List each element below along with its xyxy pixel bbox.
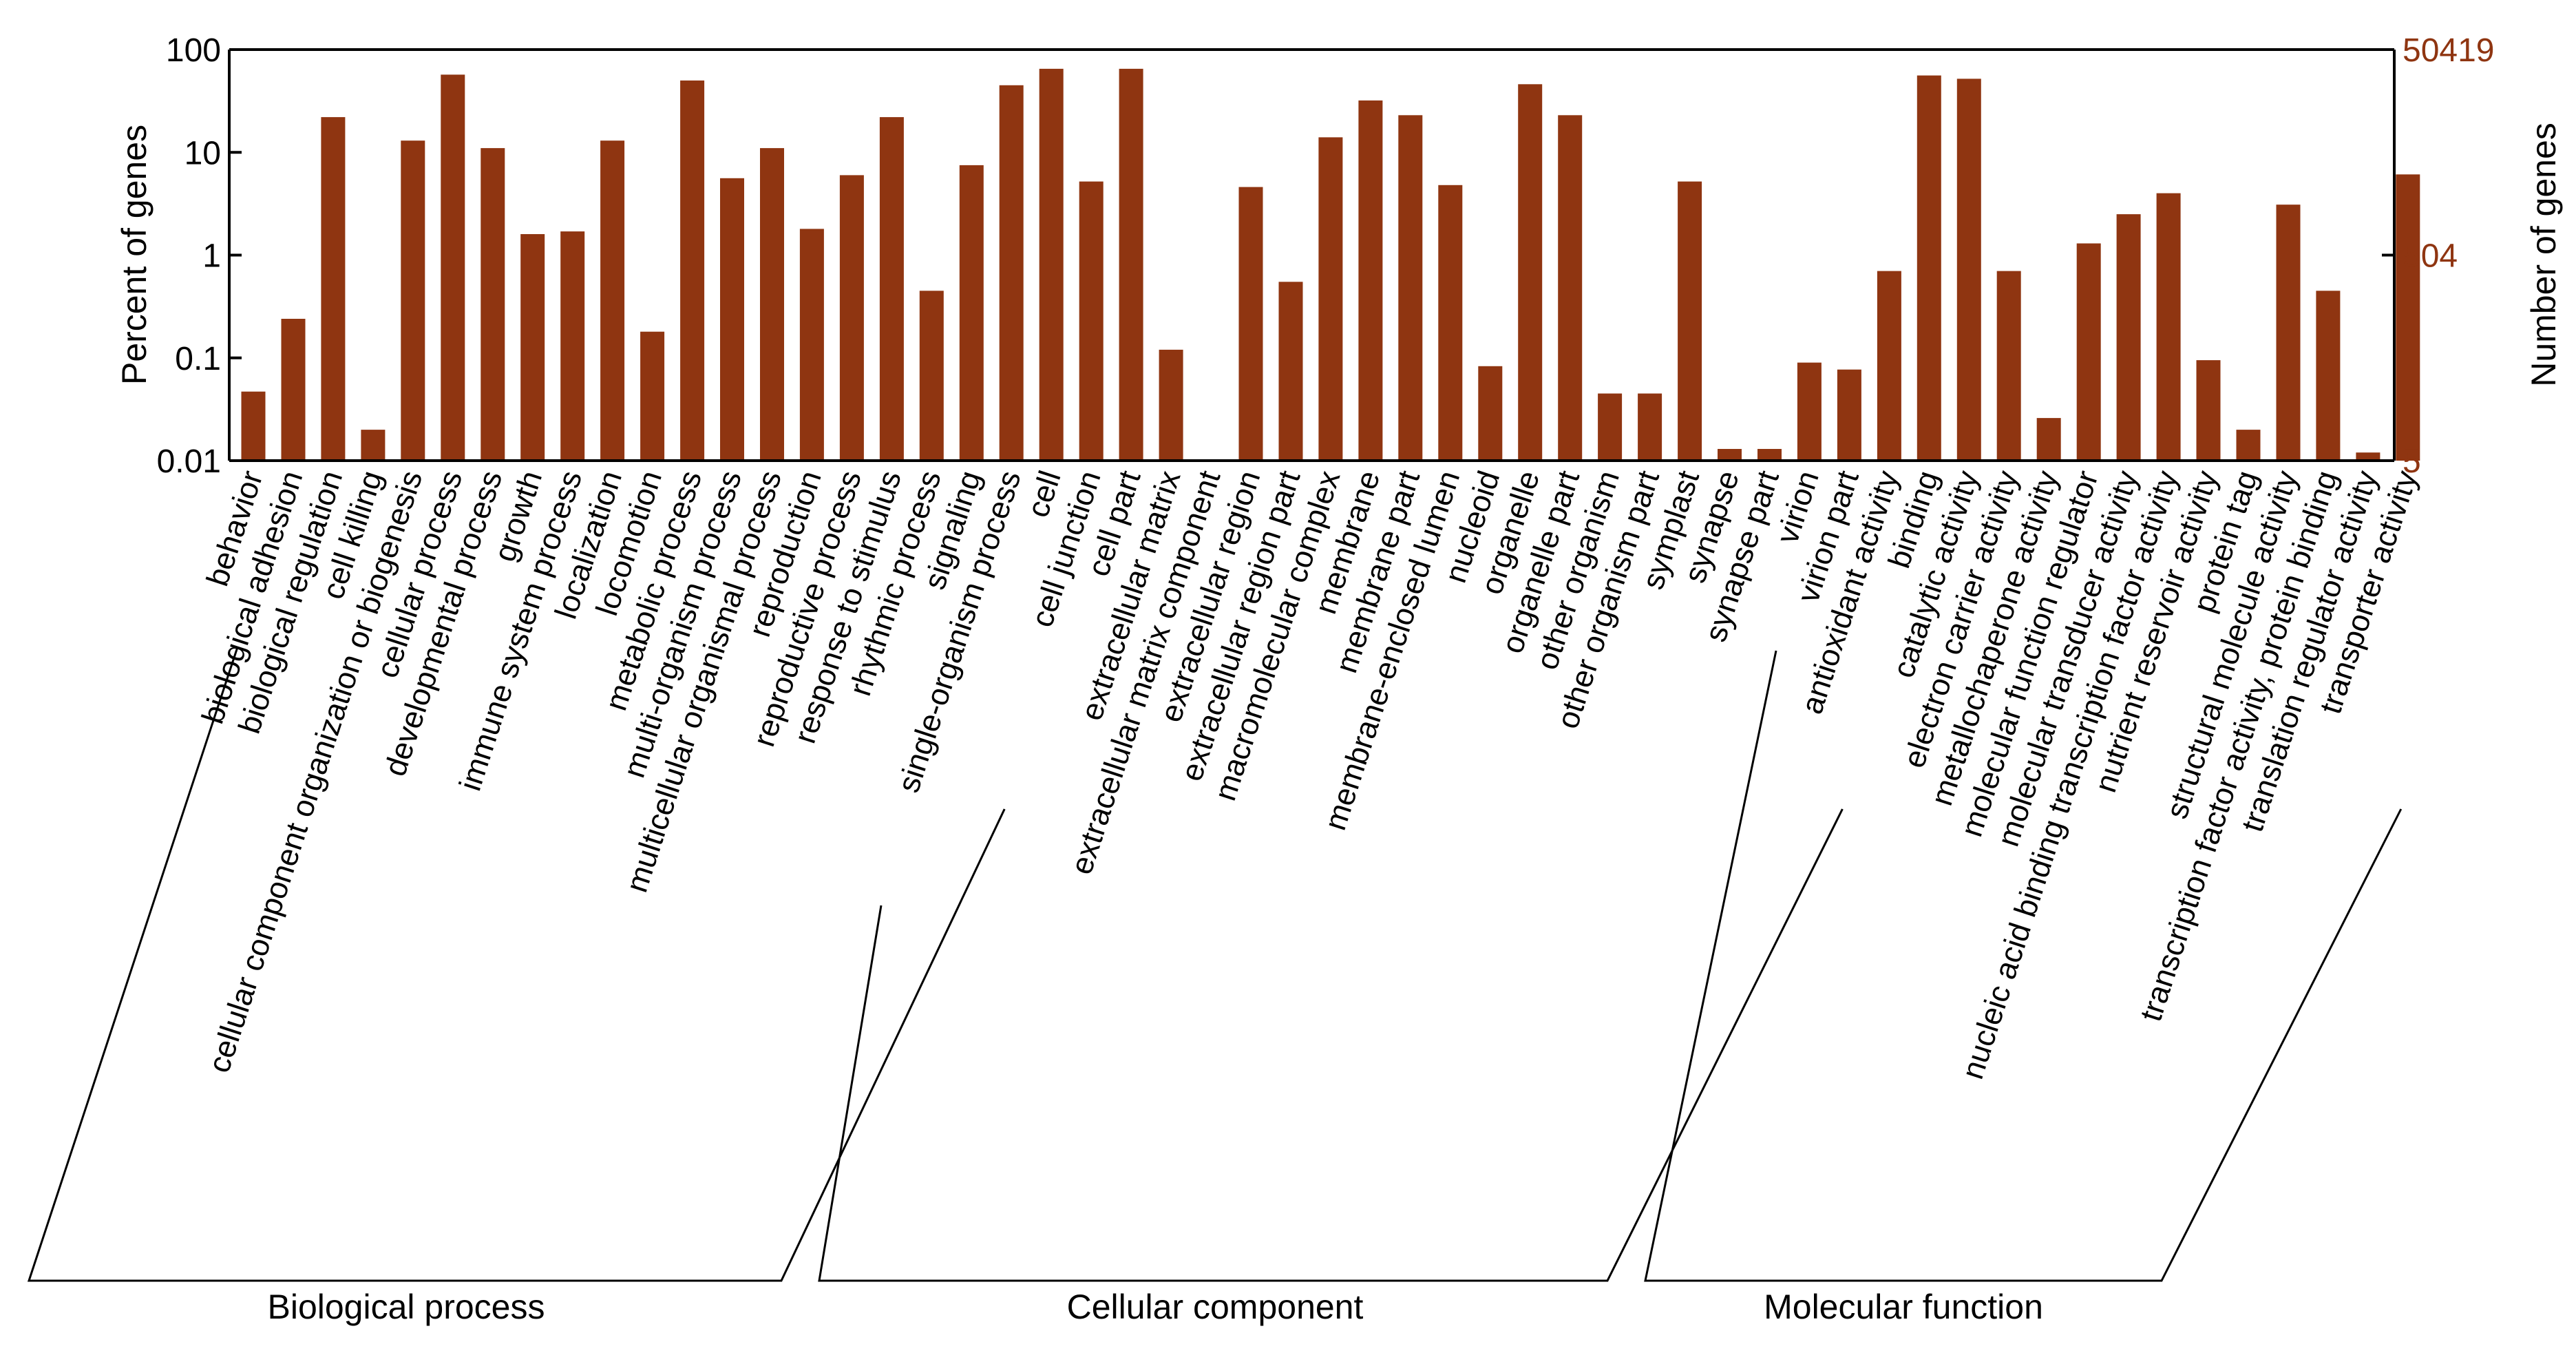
group-label: Cellular component	[1067, 1288, 1364, 1326]
bar	[361, 430, 386, 461]
bar	[1159, 349, 1183, 461]
bar	[1238, 187, 1263, 461]
bar	[1797, 362, 1822, 461]
bar	[2356, 452, 2380, 461]
group-bracket	[27, 647, 1006, 1282]
bar	[2236, 430, 2261, 461]
bar	[520, 234, 545, 461]
right-axis-ticks: 50419 504 5	[2382, 32, 2494, 480]
bar	[1358, 100, 1383, 461]
bar	[799, 229, 824, 461]
left-axis-title: Percent of genes	[115, 125, 154, 385]
left-tick-label: 10	[184, 135, 221, 171]
bar	[481, 148, 505, 461]
bar	[1917, 75, 1941, 461]
bar	[2156, 193, 2181, 461]
bar	[1478, 366, 1503, 461]
bar	[1718, 449, 1742, 461]
bar	[401, 140, 425, 461]
bar	[560, 231, 585, 461]
bar	[1638, 393, 1662, 461]
right-tick-label: 50419	[2403, 32, 2494, 69]
bar	[2276, 204, 2301, 461]
bar	[321, 117, 346, 461]
bar	[1119, 68, 1143, 461]
bar	[1518, 84, 1543, 461]
left-tick-label: 1	[202, 238, 221, 275]
left-tick-label: 0.01	[157, 443, 221, 480]
category-groups: Biological process Cellular component Mole…	[27, 647, 2403, 1326]
left-axis-ticks: 100 10 1 0.1 0.01	[157, 32, 242, 480]
bar	[1956, 78, 1981, 461]
bar	[919, 291, 944, 461]
bar	[2196, 360, 2221, 461]
bar	[1318, 137, 1343, 461]
bar	[1877, 271, 1901, 461]
group-label: Biological process	[268, 1288, 545, 1326]
bar	[959, 165, 984, 461]
right-tick-label: 5	[2403, 443, 2421, 480]
bar	[1678, 181, 1702, 461]
bar	[2396, 174, 2420, 461]
bar	[1079, 181, 1104, 461]
bar	[2036, 418, 2061, 461]
bar	[839, 175, 864, 461]
bar	[241, 391, 266, 461]
bar	[2116, 214, 2141, 461]
bar-series	[241, 68, 2420, 461]
bar	[281, 319, 306, 461]
bar	[1598, 393, 1623, 461]
bar	[1398, 115, 1423, 461]
bar	[680, 80, 705, 461]
bar	[760, 148, 784, 461]
bar	[1757, 449, 1782, 461]
bar	[1039, 68, 1064, 461]
bar	[600, 140, 625, 461]
group-label: Molecular function	[1764, 1288, 2043, 1326]
bar	[1558, 115, 1583, 461]
bar	[879, 117, 904, 461]
group-bracket	[1644, 650, 2403, 1282]
bar	[1837, 369, 1861, 461]
bar	[1996, 271, 2021, 461]
bar	[1278, 282, 1303, 461]
bar	[2316, 291, 2341, 461]
axes	[228, 48, 2396, 462]
bar	[2076, 243, 2101, 461]
group-bracket	[818, 808, 1844, 1282]
bar	[640, 331, 665, 461]
bar	[1438, 185, 1463, 461]
right-tick-label: 504	[2403, 238, 2458, 275]
bar	[441, 74, 465, 461]
right-axis-title: Number of genes	[2524, 123, 2563, 387]
left-tick-label: 0.1	[175, 341, 221, 377]
bar	[720, 178, 744, 461]
bar	[999, 85, 1024, 461]
left-tick-label: 100	[166, 32, 221, 69]
